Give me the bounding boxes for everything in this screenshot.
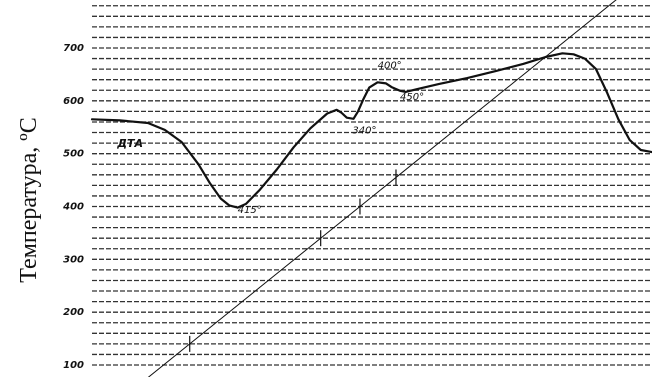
series-lines bbox=[90, 0, 652, 377]
y-tick-label: 300 bbox=[63, 254, 84, 265]
y-tick-label: 200 bbox=[63, 307, 84, 318]
grid bbox=[92, 5, 652, 366]
y-tick-label: 600 bbox=[63, 96, 84, 107]
dta-curve bbox=[90, 52, 652, 209]
temperature-line bbox=[147, 0, 617, 377]
y-tick-label: 400 bbox=[62, 202, 84, 213]
tick-marks bbox=[189, 169, 397, 352]
y-axis-label: Температура, ºС bbox=[16, 117, 42, 282]
dta-series-label: ДТА bbox=[116, 137, 143, 150]
temperature-annotation: 415° bbox=[238, 205, 262, 216]
y-tick-labels: 700 600 500 400 300 200 100 bbox=[62, 43, 84, 371]
annotations: ДТА 340° 400° 450° 415° bbox=[116, 61, 424, 216]
temperature-annotation: 450° bbox=[400, 92, 424, 103]
y-tick-label: 500 bbox=[63, 149, 84, 160]
y-tick-label: 700 bbox=[63, 43, 84, 54]
temperature-annotation: 400° bbox=[378, 61, 402, 72]
temperature-annotation: 340° bbox=[352, 126, 376, 137]
y-tick-label: 100 bbox=[63, 360, 84, 371]
